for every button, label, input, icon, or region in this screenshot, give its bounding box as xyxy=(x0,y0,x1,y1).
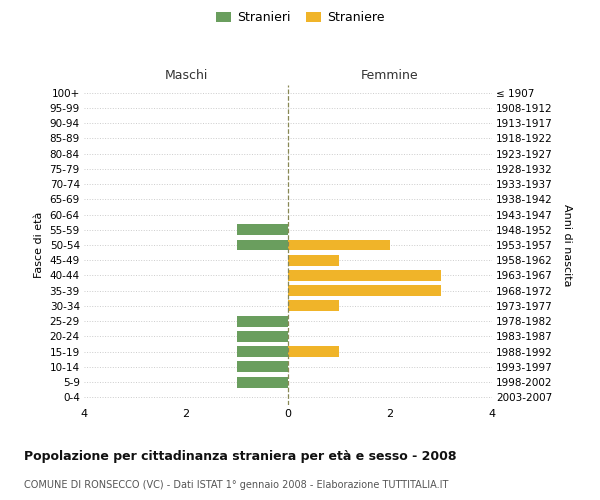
Bar xyxy=(237,362,288,372)
Bar xyxy=(237,224,288,235)
Bar xyxy=(288,285,441,296)
Bar xyxy=(288,240,390,250)
Bar xyxy=(288,346,339,357)
Text: COMUNE DI RONSECCO (VC) - Dati ISTAT 1° gennaio 2008 - Elaborazione TUTTITALIA.I: COMUNE DI RONSECCO (VC) - Dati ISTAT 1° … xyxy=(24,480,448,490)
Bar xyxy=(237,331,288,342)
Text: Popolazione per cittadinanza straniera per età e sesso - 2008: Popolazione per cittadinanza straniera p… xyxy=(24,450,457,463)
Bar xyxy=(237,346,288,357)
Bar xyxy=(237,240,288,250)
Bar xyxy=(288,255,339,266)
Text: Maschi: Maschi xyxy=(164,70,208,82)
Bar xyxy=(288,270,441,281)
Text: Femmine: Femmine xyxy=(361,70,419,82)
Bar xyxy=(237,316,288,326)
Y-axis label: Anni di nascita: Anni di nascita xyxy=(562,204,572,286)
Y-axis label: Fasce di età: Fasce di età xyxy=(34,212,44,278)
Bar xyxy=(288,300,339,312)
Bar xyxy=(237,376,288,388)
Legend: Stranieri, Straniere: Stranieri, Straniere xyxy=(211,6,389,29)
